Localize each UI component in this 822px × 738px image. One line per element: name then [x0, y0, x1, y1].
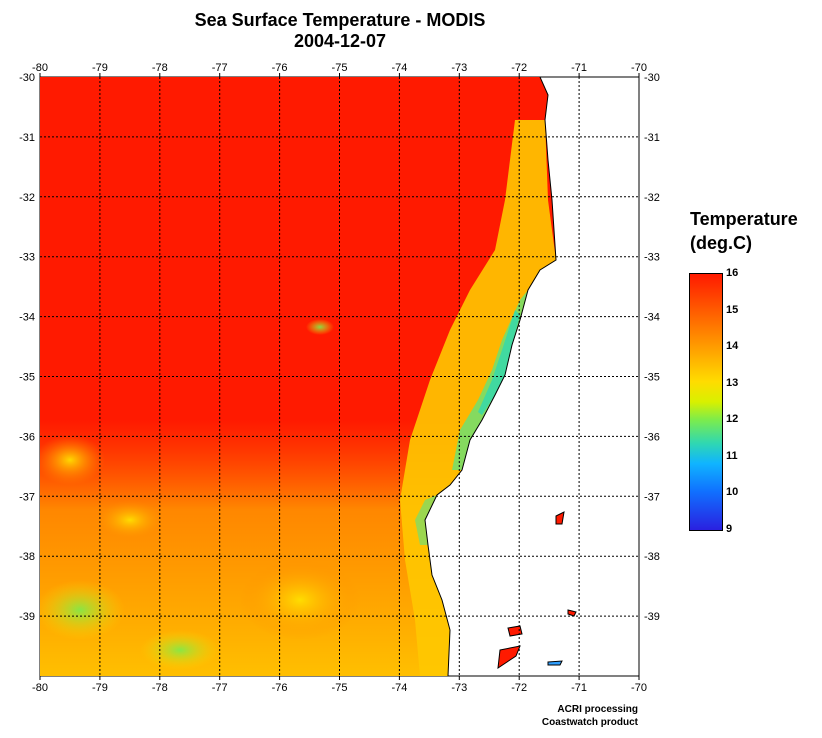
lon-tick-label: -73: [451, 682, 467, 694]
credit-processing: ACRI processing: [557, 704, 638, 715]
lon-tick-label: -70: [631, 62, 647, 74]
lat-tick-label: -32: [644, 192, 660, 204]
lat-tick-label: -38: [644, 551, 660, 563]
lat-tick-label: -39: [644, 611, 660, 623]
lat-tick-label: -39: [19, 611, 35, 623]
lat-tick-label: -34: [644, 312, 660, 324]
map-title: Sea Surface Temperature - MODIS: [194, 10, 486, 30]
lon-tick-label: -75: [332, 62, 348, 74]
lon-tick-label: -71: [571, 682, 587, 694]
lat-tick-label: -33: [19, 252, 35, 264]
lat-tick-label: -30: [644, 72, 660, 84]
lat-tick-label: -31: [644, 132, 660, 144]
lon-tick-label: -79: [92, 62, 108, 74]
colorbar-label: 13: [726, 376, 739, 389]
lon-tick-label: -80: [32, 62, 48, 74]
lat-tick-label: -35: [19, 372, 35, 384]
lon-tick-label: -80: [32, 682, 48, 694]
lat-labels-right: -30 -31 -32 -33 -34 -35 -36 -37 -38 -39: [644, 72, 660, 623]
lon-labels-bottom: -80 -79 -78 -77 -76 -75 -74 -73 -72 -71 -70: [32, 682, 647, 694]
colorbar-label: 11: [726, 449, 738, 462]
island-chiloe-area: [507, 625, 523, 637]
legend-title: Temperature (deg.C): [690, 207, 798, 255]
colorbar-label: 12: [726, 413, 739, 426]
temperature-colorbar: [689, 273, 723, 531]
lon-tick-label: -75: [332, 682, 348, 694]
lon-tick-label: -77: [212, 682, 228, 694]
lon-tick-label: -78: [152, 682, 168, 694]
lat-tick-label: -31: [19, 132, 35, 144]
lat-tick-label: -36: [19, 431, 35, 443]
lat-tick-label: -36: [644, 431, 660, 443]
lon-tick-label: -74: [391, 62, 407, 74]
lat-labels-left: -30 -31 -32 -33 -34 -35 -36 -37 -38 -39: [19, 72, 35, 623]
legend-title-line2: (deg.C): [690, 233, 752, 253]
graticule: [39, 73, 640, 680]
lon-tick-label: -72: [511, 682, 527, 694]
coastal-upwelling: [400, 120, 556, 676]
lon-tick-label: -72: [511, 62, 527, 74]
credit-product: Coastwatch product: [541, 717, 638, 728]
lon-tick-label: -71: [571, 62, 587, 74]
colorbar-label: 9: [726, 523, 733, 535]
lon-tick-label: -79: [92, 682, 108, 694]
lon-tick-label: -73: [451, 62, 467, 74]
lon-tick-label: -70: [631, 682, 647, 694]
lat-tick-label: -30: [19, 72, 35, 84]
lon-tick-label: -78: [152, 62, 168, 74]
lat-tick-label: -32: [19, 192, 35, 204]
colorbar-label: 10: [726, 486, 739, 499]
southern-cool-band: [40, 420, 460, 676]
colorbar-label: 14: [726, 340, 739, 353]
lat-tick-label: -37: [644, 491, 660, 503]
lon-tick-label: -77: [212, 62, 228, 74]
lat-tick-label: -35: [644, 372, 660, 384]
lon-tick-label: -76: [272, 62, 288, 74]
colorbar-label: 15: [726, 303, 739, 316]
map-date: 2004-12-07: [293, 31, 387, 51]
lat-tick-label: -37: [19, 491, 35, 503]
lat-tick-label: -33: [644, 252, 660, 264]
legend-title-line1: Temperature: [690, 209, 798, 229]
lon-tick-label: -74: [391, 682, 407, 694]
lon-tick-label: -76: [272, 682, 288, 694]
lon-labels-top: -80 -79 -78 -77 -76 -75 -74 -73 -72 -71 -70: [32, 62, 647, 74]
colorbar-label: 16: [726, 267, 739, 279]
lat-tick-label: -38: [19, 551, 35, 563]
lat-tick-label: -34: [19, 312, 35, 324]
